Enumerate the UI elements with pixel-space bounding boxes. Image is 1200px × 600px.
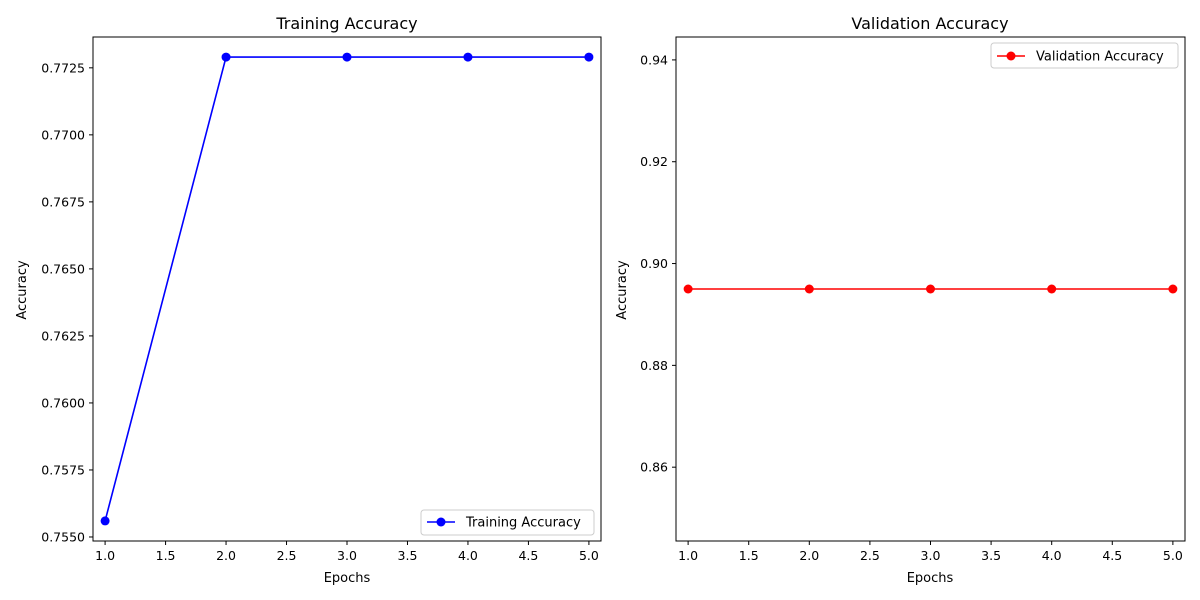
x-tick-label: 2.5 [277, 548, 297, 563]
x-tick-label: 2.0 [216, 548, 236, 563]
data-point [683, 284, 693, 294]
data-point [804, 284, 814, 294]
validation-accuracy-chart: Validation Accuracy Epochs Accuracy 1.0 1… [615, 14, 1186, 586]
x-tick-label: 4.5 [518, 548, 538, 563]
y-tick-label: 0.7575 [41, 462, 85, 477]
chart-title: Validation Accuracy [851, 14, 1008, 33]
x-tick-label: 3.0 [337, 548, 357, 563]
series-layer [100, 52, 594, 526]
data-point [342, 52, 352, 62]
x-tick-label: 2.0 [799, 548, 819, 563]
x-tick-label: 3.5 [398, 548, 418, 563]
x-tick-label: 1.0 [678, 548, 698, 563]
x-tick-label: 5.0 [1163, 548, 1183, 563]
legend: Validation Accuracy [990, 42, 1179, 69]
legend-box [990, 42, 1179, 69]
training-accuracy-chart: Training Accuracy Epochs Accuracy 1.0 1.5… [15, 14, 602, 586]
data-point [221, 52, 231, 62]
series-layer [683, 284, 1178, 294]
y-axis-label: Accuracy [15, 260, 30, 320]
legend: Training Accuracy [420, 509, 595, 536]
x-tick-label: 4.5 [1102, 548, 1122, 563]
data-point [100, 516, 110, 526]
y-tick-label: 0.88 [640, 358, 668, 373]
y-tick-label: 0.90 [640, 256, 668, 271]
x-axis-label: Epochs [907, 571, 954, 586]
chart-title: Training Accuracy [275, 14, 417, 33]
legend-entry-training-accuracy: Training Accuracy [465, 516, 581, 531]
legend-marker [1006, 51, 1016, 61]
plot-frame [675, 36, 1186, 542]
tick-layer: 1.0 1.5 2.0 2.5 3.0 3.5 4.0 4.5 5.0 0.86 0.88 0.90 0… [640, 52, 1183, 563]
y-tick-label: 0.94 [640, 52, 668, 67]
data-point [584, 52, 594, 62]
x-tick-label: 3.5 [981, 548, 1001, 563]
y-axis-label: Accuracy [615, 260, 630, 320]
y-tick-label: 0.92 [640, 154, 668, 169]
y-tick-label: 0.7625 [41, 328, 85, 343]
x-tick-label: 4.0 [1042, 548, 1062, 563]
x-tick-label: 5.0 [579, 548, 599, 563]
y-tick-label: 0.7675 [41, 194, 85, 209]
x-tick-label: 2.5 [860, 548, 880, 563]
tick-layer: 1.0 1.5 2.0 2.5 3.0 3.5 4.0 4.5 5.0 0.7550 0.7575 0… [41, 60, 599, 563]
legend-entry-validation-accuracy: Validation Accuracy [1036, 50, 1164, 65]
x-tick-label: 1.5 [739, 548, 759, 563]
data-point [1047, 284, 1057, 294]
legend-box [420, 509, 595, 536]
data-point [1168, 284, 1178, 294]
x-tick-label: 4.0 [458, 548, 478, 563]
x-tick-label: 1.0 [95, 548, 115, 563]
y-tick-label: 0.86 [640, 460, 668, 475]
x-tick-label: 1.5 [156, 548, 176, 563]
data-point [926, 284, 935, 294]
data-point [463, 52, 473, 62]
legend-marker [436, 517, 446, 527]
y-tick-label: 0.7725 [41, 60, 85, 75]
y-tick-label: 0.7650 [41, 261, 85, 276]
y-tick-label: 0.7550 [41, 529, 85, 544]
y-tick-label: 0.7700 [41, 127, 85, 142]
y-tick-label: 0.7600 [41, 395, 85, 410]
series-line [104, 56, 589, 522]
plot-frame [92, 36, 602, 542]
x-tick-label: 3.0 [921, 548, 941, 563]
x-axis-label: Epochs [324, 571, 371, 586]
